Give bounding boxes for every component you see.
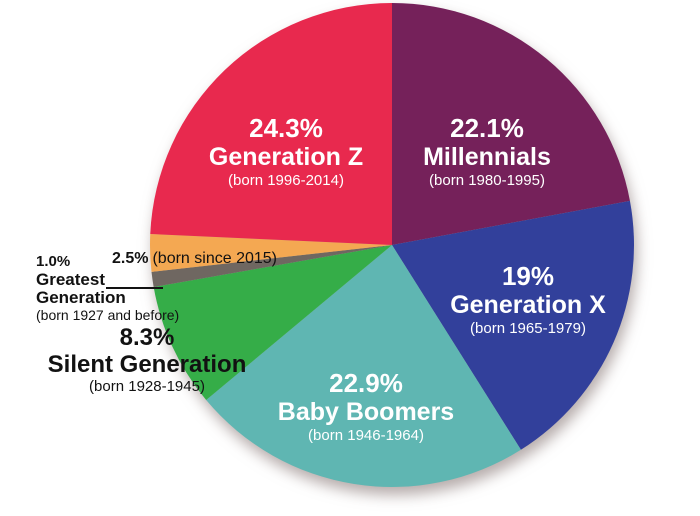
greatest-generation-percent: 1.0% (36, 253, 71, 270)
label-generation-x: 19% Generation X (born 1965-1979) (450, 261, 606, 338)
baby-boomers-name: Baby Boomers (277, 398, 455, 426)
baby-boomers-percent: 22.9% (329, 368, 403, 398)
millennials-years: (born 1980-1995) (429, 172, 545, 189)
label-born-since-2015: 2.5% (born since 2015) (112, 249, 277, 269)
pie-slice-baby-boomers (206, 245, 521, 487)
pie-slice-millennials (392, 3, 630, 245)
label-millennials: 22.1% Millennials (born 1980-1995) (423, 113, 551, 190)
silent-generation-percent: 8.3% (119, 324, 175, 351)
pie-slice-greatest-generation (151, 245, 392, 287)
baby-boomers-years: (born 1946-1964) (308, 427, 424, 444)
greatest-generation-leader-line (106, 287, 163, 289)
millennials-percent: 22.1% (450, 113, 524, 143)
born-since-2015-years: (born since 2015) (152, 250, 277, 267)
pie-slice-born-since-2015 (149, 233, 392, 272)
silent-generation-name: Silent Generation (47, 351, 247, 378)
label-silent-generation: 8.3% Silent Generation (born 1928-1945) (47, 324, 247, 396)
label-generation-z: 24.3% Generation Z (born 1996-2014) (209, 113, 363, 190)
pie-slice-generation-x (392, 200, 634, 450)
label-baby-boomers: 22.9% Baby Boomers (born 1946-1964) (278, 368, 454, 445)
greatest-generation-years: (born 1927 and before) (36, 307, 180, 323)
silent-generation-years: (born 1928-1945) (89, 378, 205, 395)
pie-slices-group (149, 3, 634, 487)
generation-x-percent: 19% (501, 261, 555, 291)
generation-z-percent: 24.3% (249, 113, 323, 143)
generation-x-name: Generation X (450, 291, 606, 319)
pie-slice-silent-generation (153, 245, 392, 400)
generation-x-years: (born 1965-1979) (470, 320, 586, 337)
generation-z-name: Generation Z (208, 143, 364, 171)
generation-z-years: (born 1996-2014) (228, 172, 344, 189)
millennials-name: Millennials (423, 143, 551, 171)
label-greatest-generation: 1.0% Greatest Generation (born 1927 and … (36, 253, 179, 324)
greatest-generation-name: Greatest Generation (36, 270, 126, 307)
born-since-2015-percent: 2.5% (112, 250, 149, 267)
pie-slice-generation-z (150, 3, 392, 245)
